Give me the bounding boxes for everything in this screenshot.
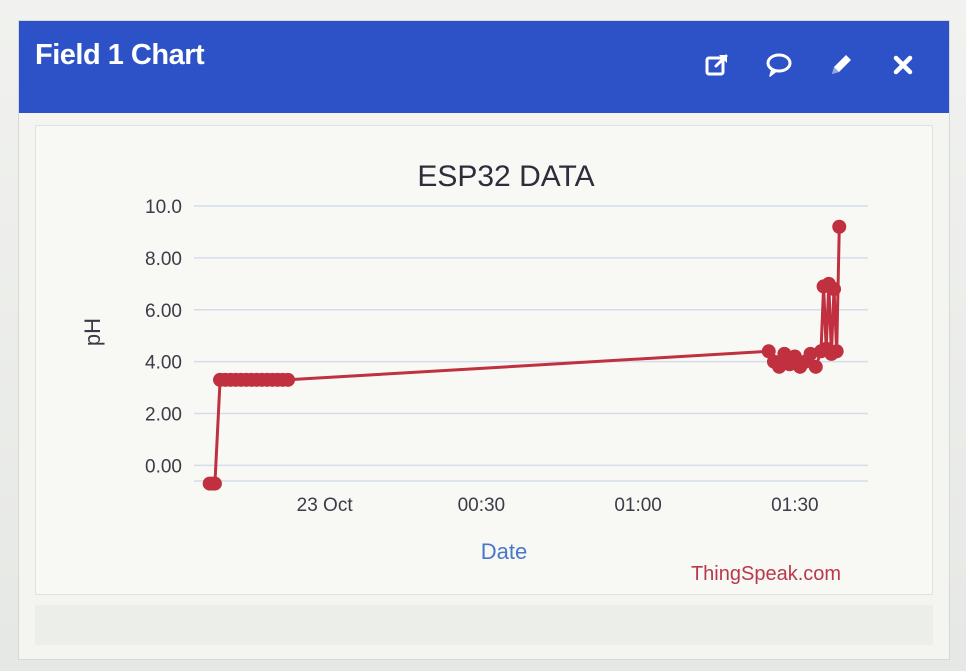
close-icon[interactable]: [887, 49, 919, 81]
series-line: [209, 226, 841, 486]
data-point[interactable]: [777, 346, 792, 361]
pencil-icon[interactable]: [825, 49, 857, 81]
y-axis-label: pH: [80, 318, 105, 346]
y-tick-label: 6.00: [145, 301, 182, 322]
data-point[interactable]: [808, 359, 823, 374]
y-tick-label: 10.0: [145, 197, 182, 218]
x-axis-label: Date: [481, 539, 527, 564]
chart-panel: ESP32 DATA 10.0 8.00 6.00 4.00 2.00 0.00 23 O…: [35, 125, 933, 595]
widget-header: Field 1 Chart: [19, 21, 949, 113]
widget-title: Field 1 Chart: [35, 39, 205, 71]
data-point[interactable]: [772, 359, 787, 374]
header-toolbar: [701, 49, 919, 81]
data-point[interactable]: [281, 372, 296, 387]
data-point[interactable]: [803, 346, 818, 361]
bottom-strip: [35, 605, 933, 645]
data-point[interactable]: [832, 219, 847, 234]
x-tick-label: 00:30: [458, 495, 506, 516]
grid-layer: [194, 205, 868, 482]
data-point[interactable]: [761, 344, 776, 359]
x-tick-label: 23 Oct: [297, 495, 354, 516]
data-point[interactable]: [207, 476, 222, 491]
y-tick-label: 0.00: [145, 456, 182, 477]
chart-title: ESP32 DATA: [417, 160, 594, 193]
x-tick-label: 01:30: [771, 495, 819, 516]
y-axis-ticks: 10.0 8.00 6.00 4.00 2.00 0.00: [145, 197, 182, 477]
y-tick-label: 8.00: [145, 249, 182, 270]
data-point[interactable]: [829, 344, 844, 359]
external-link-icon[interactable]: [701, 49, 733, 81]
y-tick-label: 4.00: [145, 353, 182, 374]
data-point[interactable]: [787, 349, 802, 364]
x-axis-ticks: 23 Oct 00:30 01:00 01:30: [297, 495, 819, 516]
data-point[interactable]: [827, 282, 842, 297]
series-layer: [202, 219, 847, 491]
chart-widget: Field 1 Chart: [18, 20, 950, 660]
comment-icon[interactable]: [763, 49, 795, 81]
y-tick-label: 2.00: [145, 405, 182, 426]
thingspeak-credit-link[interactable]: ThingSpeak.com: [691, 563, 841, 585]
x-tick-label: 01:00: [614, 495, 662, 516]
chart-svg: ESP32 DATA 10.0 8.00 6.00 4.00 2.00 0.00 23 O…: [80, 160, 868, 585]
